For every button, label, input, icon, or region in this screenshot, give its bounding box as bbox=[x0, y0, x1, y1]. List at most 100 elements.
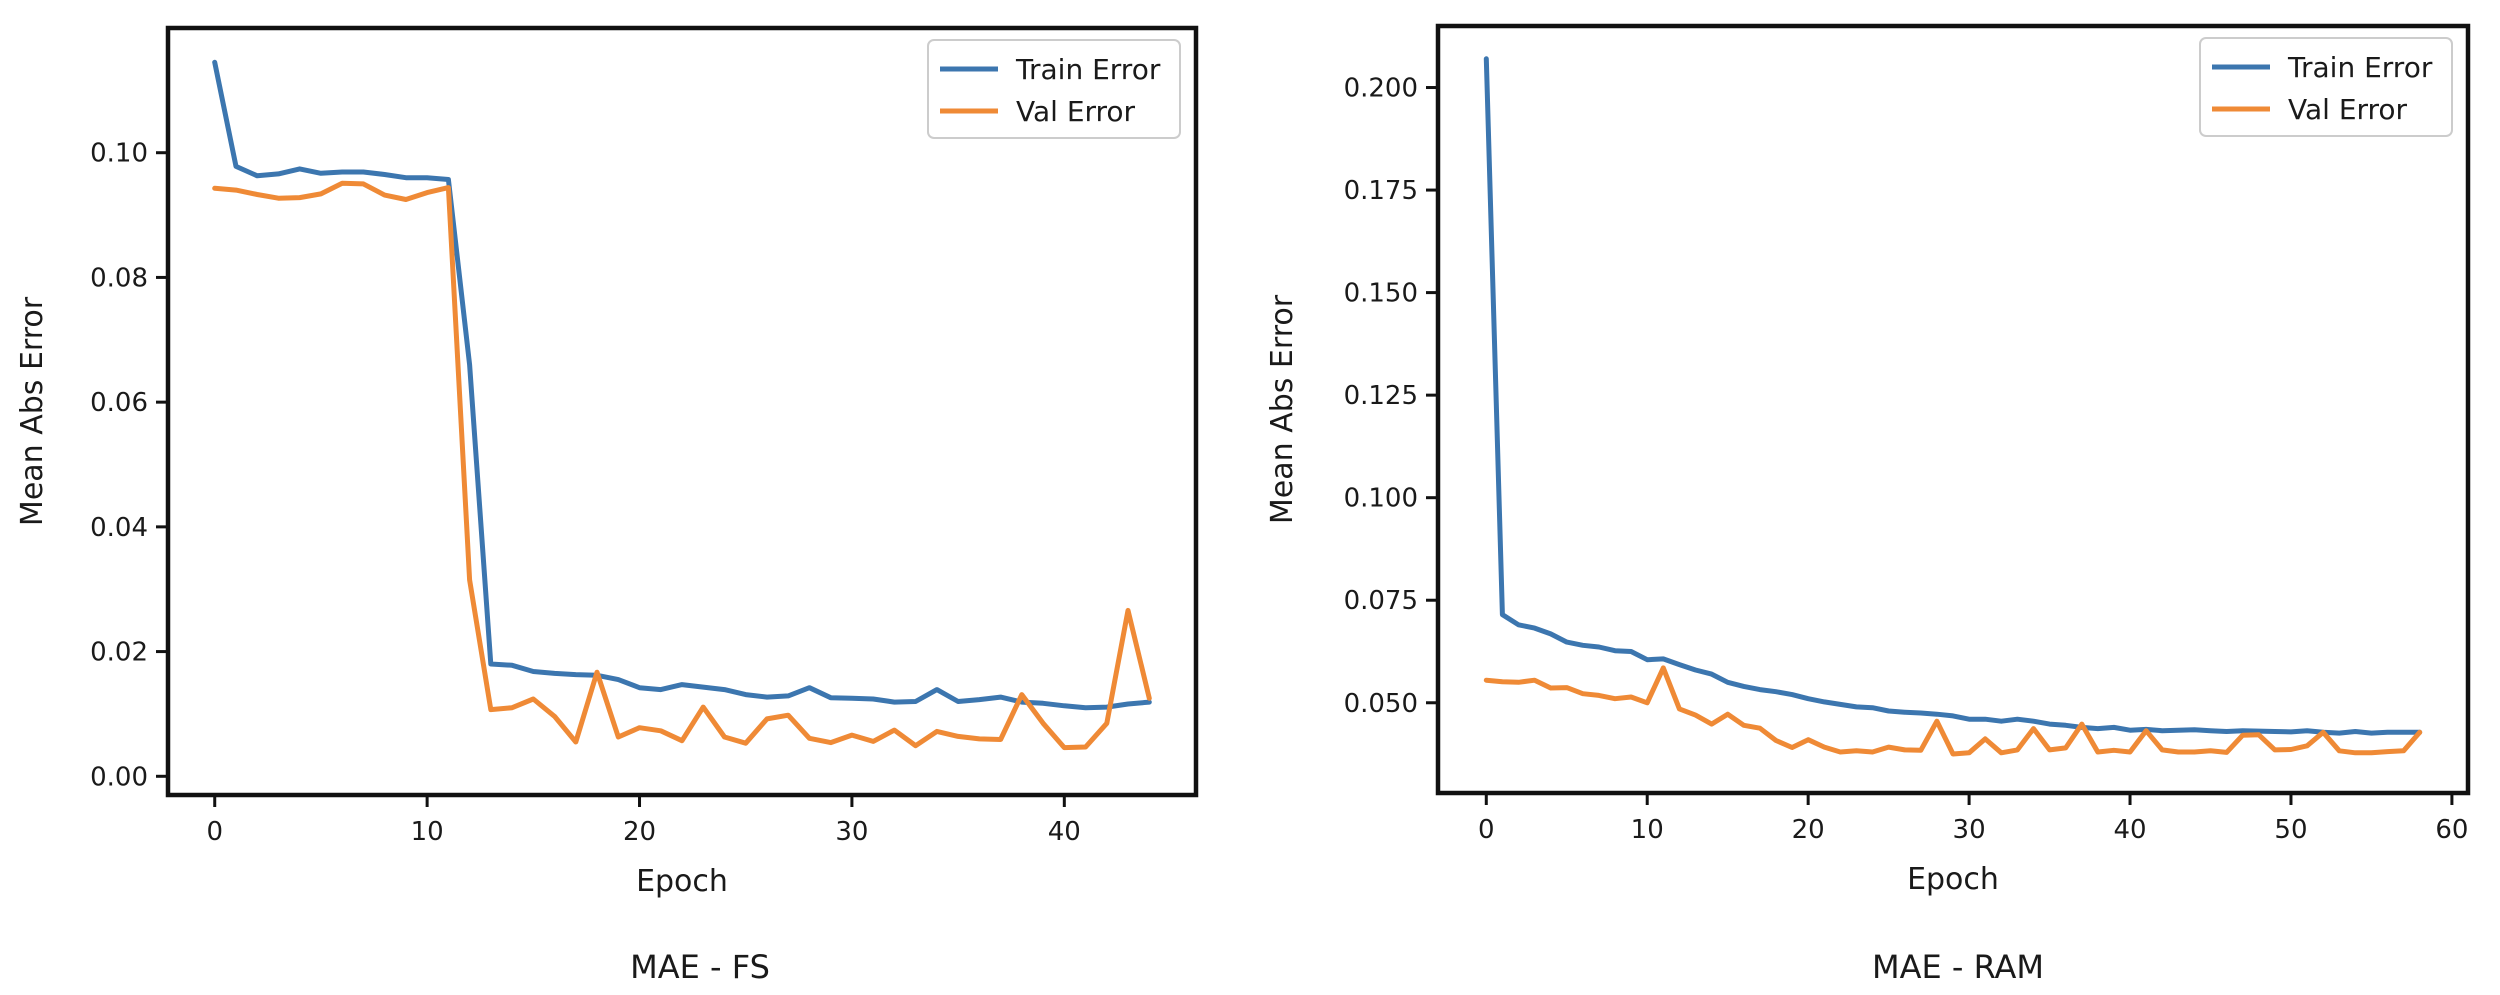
val-error-point bbox=[765, 716, 770, 721]
train-error-point bbox=[1484, 56, 1489, 61]
train-error-point bbox=[956, 699, 961, 704]
val-error-point bbox=[849, 733, 854, 738]
val-error-point bbox=[2015, 747, 2020, 752]
val-error-point bbox=[2128, 750, 2133, 755]
val-error-point bbox=[1999, 750, 2004, 755]
train-error-point bbox=[1580, 643, 1585, 648]
train-error-point bbox=[234, 164, 239, 169]
train-error-point bbox=[1126, 702, 1131, 707]
train-error-point bbox=[467, 362, 472, 367]
val-error-point bbox=[1741, 723, 1746, 728]
val-error-point bbox=[1083, 745, 1088, 750]
val-error-point bbox=[871, 739, 876, 744]
val-error-point bbox=[637, 725, 642, 730]
train-error-point bbox=[680, 682, 685, 687]
y-tick-label: 0.06 bbox=[90, 388, 148, 418]
panel-caption: MAE - FS bbox=[630, 948, 770, 986]
y-tick-label: 0.200 bbox=[1344, 74, 1418, 104]
x-tick-label: 40 bbox=[1048, 817, 1081, 847]
y-tick-label: 0.04 bbox=[90, 513, 148, 543]
train-error-point bbox=[998, 695, 1003, 700]
y-tick-label: 0.00 bbox=[90, 762, 148, 792]
val-error-point bbox=[2305, 743, 2310, 748]
val-error-point bbox=[1041, 721, 1046, 726]
val-error-point bbox=[1886, 745, 1891, 750]
val-error-point bbox=[1596, 693, 1601, 698]
train-error-point bbox=[658, 687, 663, 692]
x-tick-label: 30 bbox=[835, 817, 868, 847]
train-error-point bbox=[1693, 668, 1698, 673]
val-error-point bbox=[1967, 750, 1972, 755]
fs-mae-panel: 0 10 20 30 40 0.00 0.02 0.04 0.06 0.08 0.10 Epoch Me… bbox=[15, 25, 1199, 986]
train-error-point bbox=[510, 663, 515, 668]
val-error-point bbox=[340, 181, 345, 186]
val-error-point bbox=[2111, 748, 2116, 753]
val-error-point bbox=[892, 728, 897, 733]
val-error-point bbox=[1806, 737, 1811, 742]
val-error-point bbox=[1104, 721, 1109, 726]
val-error-point bbox=[1484, 678, 1489, 683]
y-tick-label: 0.100 bbox=[1344, 484, 1418, 514]
train-error-point bbox=[2192, 727, 2197, 732]
x-tick-label: 40 bbox=[2113, 815, 2146, 845]
train-error-point bbox=[1983, 717, 1988, 722]
val-error-point bbox=[382, 193, 387, 198]
val-error-point bbox=[595, 670, 600, 675]
x-tick-label: 0 bbox=[1478, 815, 1495, 845]
val-error-point bbox=[1548, 686, 1553, 691]
y-tick-label: 0.050 bbox=[1344, 689, 1418, 719]
train-error-point bbox=[849, 696, 854, 701]
x-tick-label: 30 bbox=[1953, 815, 1986, 845]
train-error-point bbox=[892, 700, 897, 705]
train-error-point bbox=[1790, 692, 1795, 697]
train-error-point bbox=[913, 699, 918, 704]
y-tick-label: 0.02 bbox=[90, 638, 148, 668]
val-error-point bbox=[234, 188, 239, 193]
train-error-point bbox=[1822, 699, 1827, 704]
val-error-point bbox=[1709, 722, 1714, 727]
val-error-point bbox=[1838, 750, 1843, 755]
train-error-point bbox=[2063, 723, 2068, 728]
x-tick-label: 20 bbox=[1792, 815, 1825, 845]
y-axis-label: Mean Abs Error bbox=[1265, 294, 1300, 524]
train-error-point bbox=[1870, 705, 1875, 710]
train-error-point bbox=[743, 692, 748, 697]
train-error-point bbox=[765, 695, 770, 700]
train-error-point bbox=[552, 671, 557, 676]
val-error-point bbox=[552, 714, 557, 719]
val-error-point bbox=[2192, 750, 2197, 755]
train-error-point bbox=[807, 685, 812, 690]
x-axis-label: Epoch bbox=[636, 864, 728, 899]
val-error-point bbox=[998, 737, 1003, 742]
val-error-point bbox=[2353, 750, 2358, 755]
train-error-point bbox=[1532, 626, 1537, 631]
val-error-point bbox=[1532, 678, 1537, 683]
train-error-point bbox=[2385, 730, 2390, 735]
val-error-point bbox=[616, 735, 621, 740]
y-tick-label: 0.150 bbox=[1344, 279, 1418, 309]
val-error-point bbox=[2240, 733, 2245, 738]
val-error-point bbox=[977, 736, 982, 741]
val-error-point bbox=[680, 738, 685, 743]
val-error-point bbox=[1661, 665, 1666, 670]
train-error-point bbox=[1613, 648, 1618, 653]
ram-mae-panel: 0 10 20 30 40 50 60 0.050 0.075 0.100 0.125 0.150 0.… bbox=[1265, 23, 2471, 986]
val-error-point bbox=[255, 192, 260, 197]
val-error-point bbox=[2144, 728, 2149, 733]
val-error-point bbox=[446, 185, 451, 190]
val-error-point bbox=[573, 740, 578, 745]
train-error-point bbox=[1516, 622, 1521, 627]
train-error-point bbox=[2031, 719, 2036, 724]
val-error-point bbox=[510, 705, 515, 710]
val-error-point bbox=[212, 186, 217, 191]
val-legend-label: Val Error bbox=[2288, 93, 2408, 126]
train-error-point bbox=[1967, 717, 1972, 722]
train-error-point bbox=[446, 177, 451, 182]
val-error-point bbox=[2272, 747, 2277, 752]
val-error-point bbox=[1951, 752, 1956, 757]
train-error-point bbox=[2128, 728, 2133, 733]
train-error-point bbox=[616, 677, 621, 682]
val-error-point bbox=[2401, 748, 2406, 753]
val-error-point bbox=[658, 728, 663, 733]
